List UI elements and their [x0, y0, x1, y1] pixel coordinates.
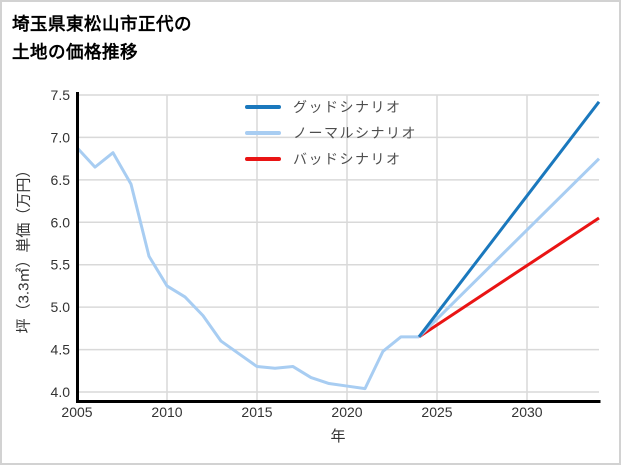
- x-tick-label: 2030: [511, 404, 542, 420]
- y-tick-label: 5.0: [51, 299, 71, 315]
- x-tick-label: 2005: [61, 404, 92, 420]
- x-tick-label: 2025: [421, 404, 452, 420]
- legend-swatch-bad-scenario: [245, 157, 281, 161]
- y-tick-label: 5.5: [51, 257, 71, 273]
- history-line: [75, 146, 419, 391]
- legend-swatch-good-scenario: [245, 105, 281, 109]
- x-tick-label: 2020: [331, 404, 362, 420]
- y-tick-label: 6.5: [51, 172, 71, 188]
- y-tick-label: 7.0: [51, 129, 71, 145]
- normal-scenario-line: [417, 157, 601, 338]
- chart-title-line1: 埼玉県東松山市正代の: [12, 14, 192, 34]
- good-scenario-line: [417, 100, 601, 338]
- legend-item-bad-scenario[interactable]: バッドシナリオ: [245, 146, 417, 172]
- y-tick-label: 7.5: [51, 87, 71, 103]
- bad-scenario-line: [418, 216, 600, 339]
- chart-legend: グッドシナリオ ノーマルシナリオ バッドシナリオ: [245, 94, 417, 172]
- y-tick-label: 6.0: [51, 214, 71, 230]
- legend-item-good-scenario[interactable]: グッドシナリオ: [245, 94, 417, 120]
- legend-label-bad-scenario: バッドシナリオ: [293, 151, 402, 167]
- x-tick-label: 2010: [151, 404, 182, 420]
- y-tick-label: 4.0: [51, 384, 71, 400]
- chart-title: 埼玉県東松山市正代の 土地の価格推移: [12, 10, 192, 66]
- legend-item-normal-scenario[interactable]: ノーマルシナリオ: [245, 120, 417, 146]
- y-tick-label: 4.5: [51, 342, 71, 358]
- legend-label-good-scenario: グッドシナリオ: [293, 99, 402, 115]
- chart-title-line2: 土地の価格推移: [12, 42, 138, 62]
- legend-label-normal-scenario: ノーマルシナリオ: [293, 125, 417, 141]
- x-tick-label: 2015: [241, 404, 272, 420]
- y-axis-title: 坪（3.3㎡）単価（万円）: [15, 162, 33, 334]
- x-axis-title: 年: [330, 428, 346, 445]
- legend-swatch-normal-scenario: [245, 131, 281, 135]
